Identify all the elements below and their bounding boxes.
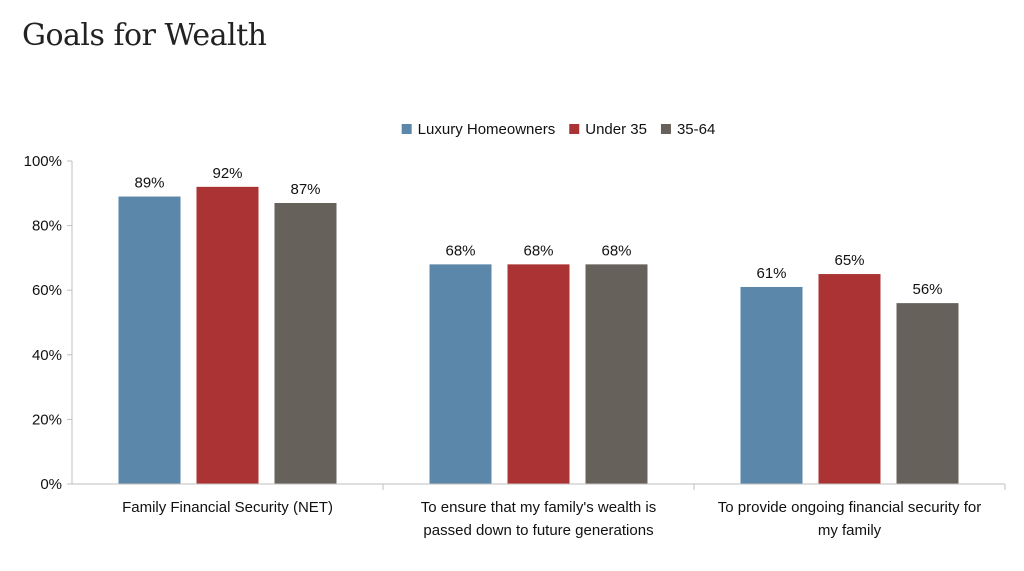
bar xyxy=(740,286,803,484)
legend-swatch xyxy=(660,124,671,134)
y-tick-label: 40% xyxy=(32,347,62,364)
bar xyxy=(585,264,648,484)
legend-label: 35-64 xyxy=(677,121,715,138)
x-category-label: Family Financial Security (NET) xyxy=(122,499,333,516)
bar xyxy=(196,186,259,484)
data-label: 92% xyxy=(212,165,242,182)
legend-swatch xyxy=(401,124,412,134)
legend: Luxury Homeowners Under 35 35-64 xyxy=(401,121,715,138)
chart-title: Goals for Wealth xyxy=(22,18,267,53)
bar xyxy=(274,202,337,485)
data-label: 89% xyxy=(134,175,164,192)
y-axis: 0% 20% 40% 60% 80% 100% xyxy=(24,153,73,493)
x-category-label: To ensure that my family's wealth is xyxy=(421,499,656,516)
data-label: 68% xyxy=(445,242,475,259)
data-label: 68% xyxy=(601,242,631,259)
bar xyxy=(429,264,492,484)
y-tick-label: 80% xyxy=(32,218,62,235)
data-label: 65% xyxy=(834,252,864,269)
x-category-label: passed down to future generations xyxy=(423,522,653,539)
y-tick-label: 0% xyxy=(40,476,62,493)
y-tick-label: 60% xyxy=(32,282,62,299)
data-label: 68% xyxy=(523,242,553,259)
data-label: 56% xyxy=(912,281,942,298)
legend-swatch xyxy=(569,124,580,134)
bar xyxy=(896,303,959,484)
bar xyxy=(818,274,881,484)
bars: 89% 92% 87% 68% 68% 68% 61% 65% 56% xyxy=(118,165,959,485)
x-axis: Family Financial Security (NET) To ensure… xyxy=(72,483,1006,539)
legend-label: Under 35 xyxy=(585,121,647,138)
x-category-label: my family xyxy=(818,522,882,539)
legend-label: Luxury Homeowners xyxy=(418,121,556,138)
bar xyxy=(507,264,570,484)
y-tick-label: 100% xyxy=(24,153,62,170)
x-category-label: To provide ongoing financial security fo… xyxy=(718,499,981,516)
data-label: 61% xyxy=(756,265,786,282)
bar xyxy=(118,196,181,484)
y-tick-label: 20% xyxy=(32,411,62,428)
data-label: 87% xyxy=(290,181,320,198)
